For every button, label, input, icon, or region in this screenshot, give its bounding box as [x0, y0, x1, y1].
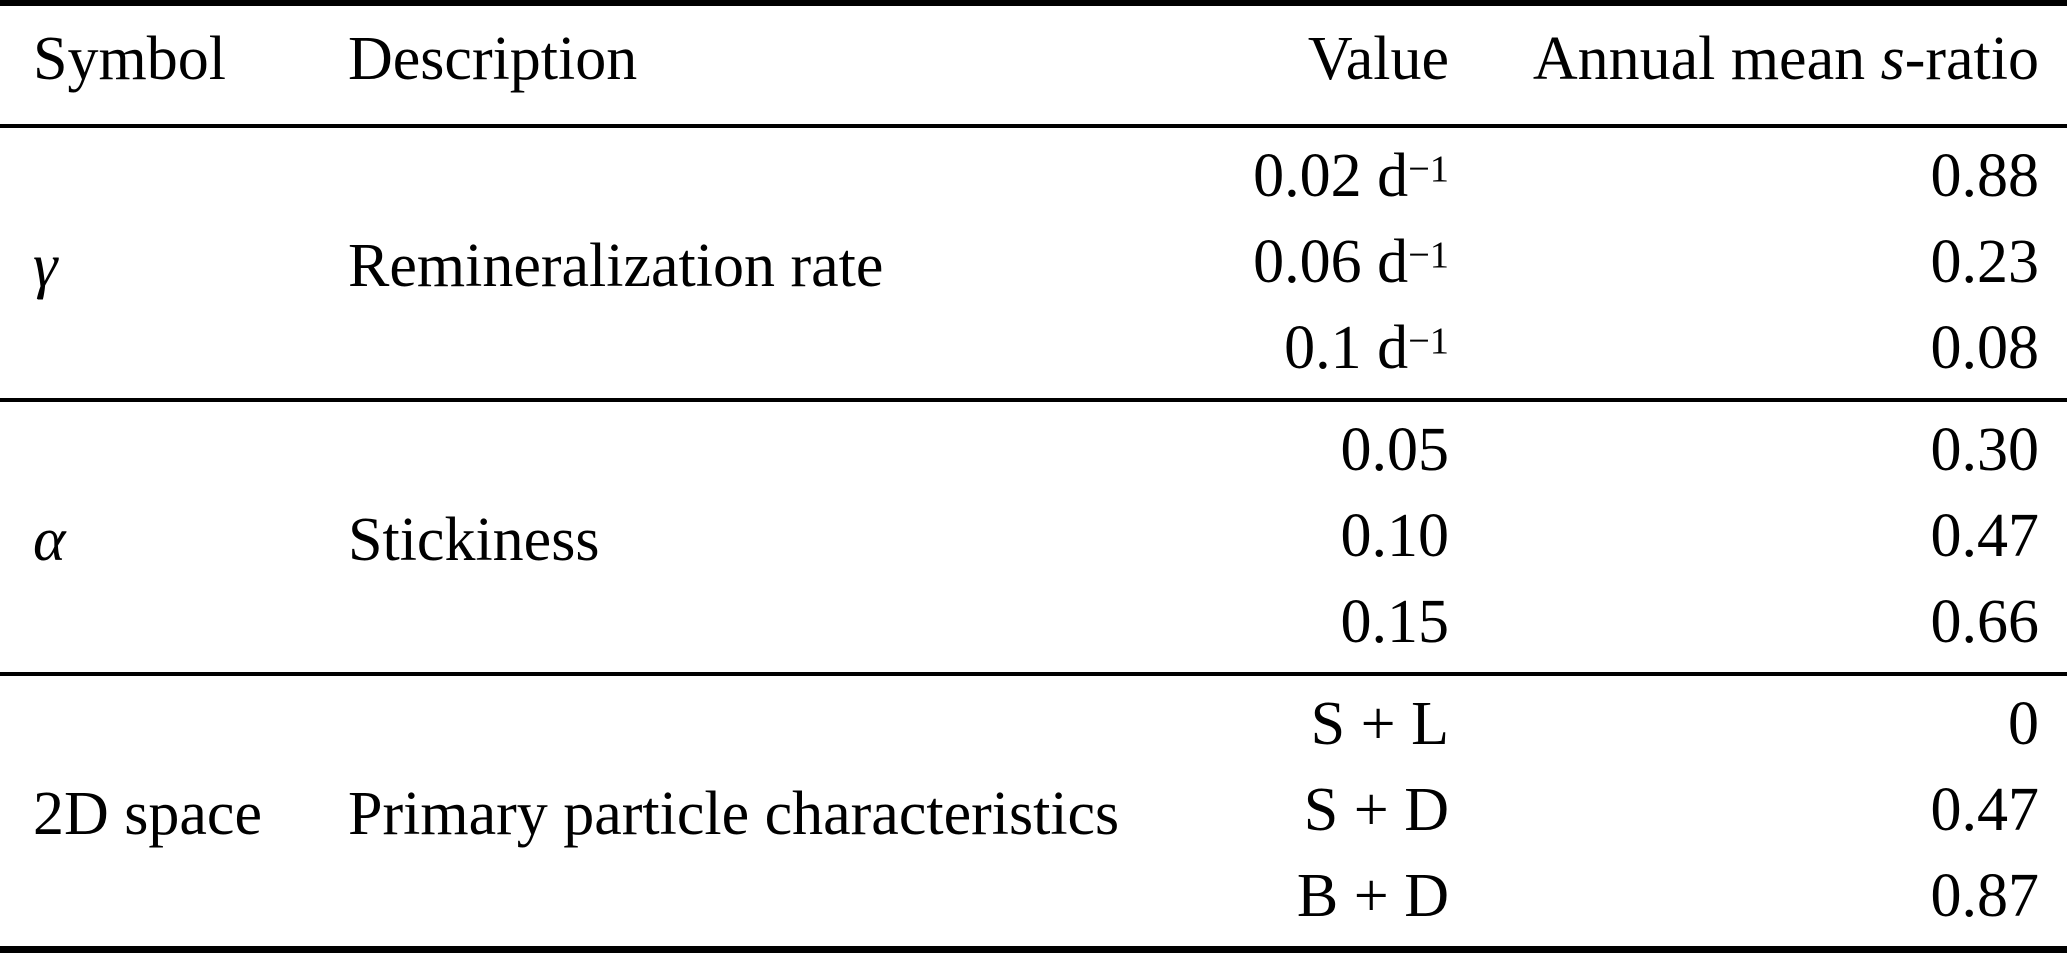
s-ratio-cell: 0.88: [1450, 124, 2067, 219]
header-row: Symbol Description Value Annual mean s-r…: [0, 3, 2067, 126]
column-header-annual-mean-s-ratio: Annual mean s-ratio: [1450, 3, 2067, 126]
s-ratio-cell: 0.47: [1930, 776, 2040, 844]
value-cell: 0.05: [1090, 398, 1450, 493]
value-cell: 0.1 d−1: [1284, 314, 1449, 382]
header-s-ratio-suffix: -ratio: [1904, 25, 2039, 93]
value-cell: 0.10: [1340, 502, 1450, 570]
symbol-cell: γ: [0, 124, 315, 400]
s-ratio-cell: 0.47: [1930, 502, 2040, 570]
value-superscript: −1: [1408, 148, 1449, 191]
column-header-value: Value: [1307, 25, 1449, 93]
table-row: 0.06 d−1 0.23: [0, 219, 2067, 305]
symbol-cell: 2D space: [0, 672, 315, 950]
table-row: α Stickiness 0.05 0.30: [0, 398, 2067, 674]
value-cell: 0.02 d−1: [1090, 124, 1450, 219]
value-superscript: −1: [1408, 234, 1449, 277]
table-body: γ Remineralization rate 0.02 d−1 0.88 0.06 d…: [0, 124, 2067, 950]
column-header-symbol: Symbol: [33, 25, 226, 93]
column-header-description: Description: [348, 25, 638, 93]
table-header: Symbol Description Value Annual mean s-r…: [0, 3, 2067, 126]
value-cell: 0.06 d−1: [1253, 228, 1449, 296]
value-cell: 0.15: [1340, 588, 1450, 656]
value-cell: B + D: [1296, 862, 1449, 930]
description-cell: Stickiness: [315, 398, 1090, 674]
table-row: S + D 0.47: [0, 767, 2067, 853]
s-ratio-cell: 0: [1450, 672, 2067, 767]
s-ratio-cell: 0.08: [1930, 314, 2040, 382]
table-row: 0.15 0.66: [0, 579, 2067, 674]
table-row: 2D space Primary particle characteristics…: [0, 672, 2067, 950]
value-superscript: −1: [1408, 320, 1449, 363]
symbol-cell: α: [0, 398, 315, 674]
s-ratio-cell: 0.23: [1930, 228, 2040, 296]
value-cell: S + L: [1090, 672, 1450, 767]
value-cell: S + D: [1303, 776, 1449, 844]
description-cell: Primary particle characteristics: [315, 672, 1119, 950]
description-cell: Remineralization rate: [315, 124, 1090, 400]
header-s-ratio-prefix: Annual mean: [1532, 25, 1881, 93]
s-ratio-cell: 0.66: [1930, 588, 2040, 656]
table-row: 0.1 d−1 0.08: [0, 305, 2067, 400]
header-s-ratio-italic-s: s: [1880, 25, 1905, 93]
table-row: B + D 0.87: [0, 853, 2067, 950]
table-row: γ Remineralization rate 0.02 d−1 0.88: [0, 124, 2067, 400]
table-row: 0.10 0.47: [0, 493, 2067, 579]
s-ratio-cell: 0.87: [1930, 862, 2040, 930]
s-ratio-cell: 0.30: [1450, 398, 2067, 493]
